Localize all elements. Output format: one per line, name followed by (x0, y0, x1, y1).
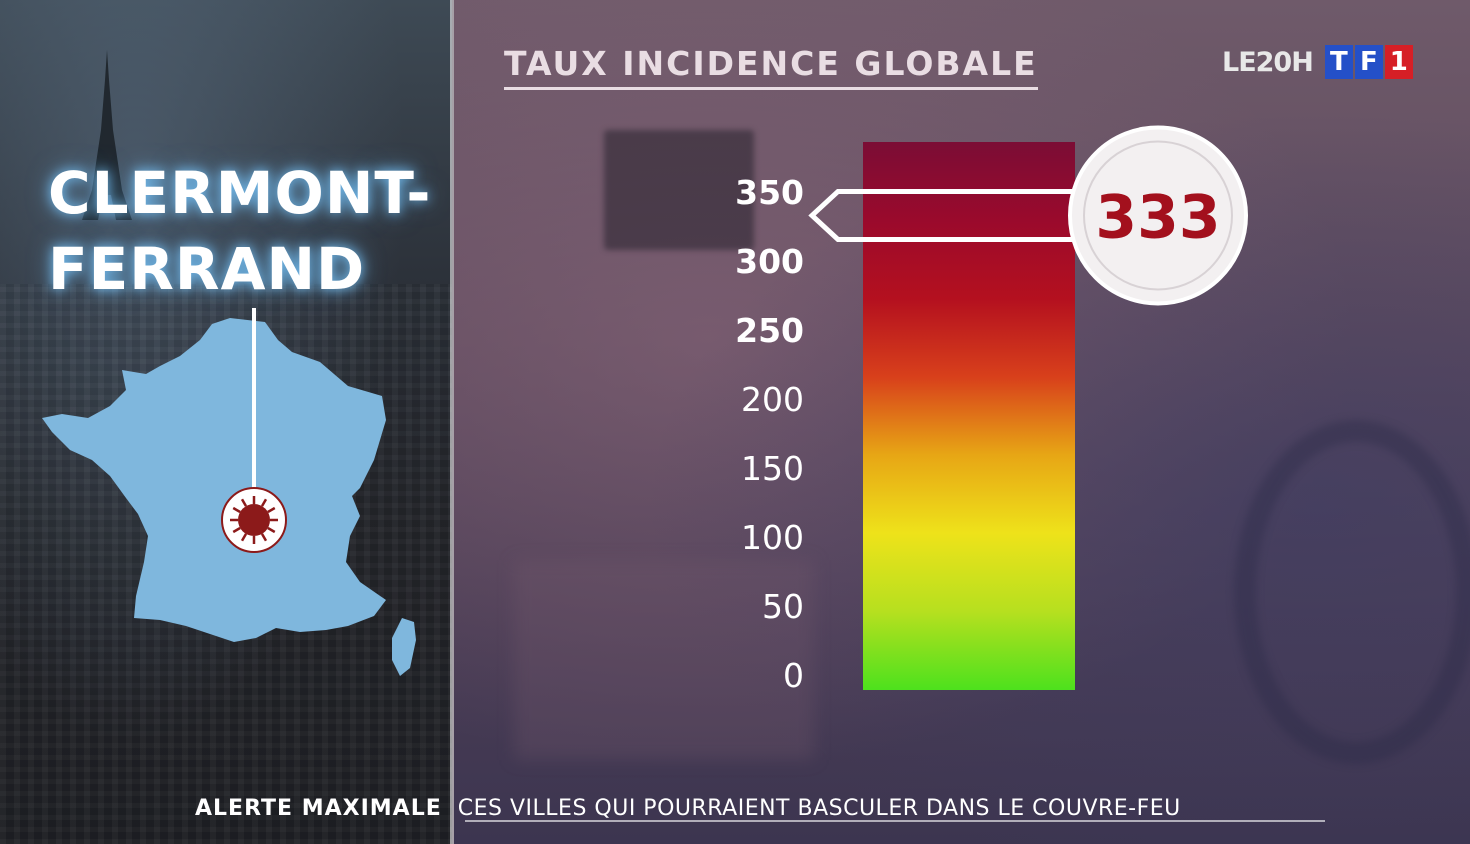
y-tick-label: 200 (741, 380, 804, 419)
y-tick-label: 0 (783, 656, 804, 695)
virus-icon (221, 487, 287, 553)
city-name-line-1: CLERMONT- (48, 159, 432, 227)
city-name-line-2: FERRAND (48, 235, 366, 303)
chart-title: TAUX INCIDENCE GLOBALE (504, 44, 1038, 90)
channel-logo: LE20H T F 1 (1222, 44, 1413, 80)
city-name: CLERMONT- FERRAND (48, 155, 448, 307)
france-map (42, 308, 416, 676)
eiffel-tower-icon (82, 50, 132, 220)
value-callout: 333 (808, 125, 1248, 306)
panel-divider (450, 0, 454, 844)
value-pointer-arrow (808, 188, 1103, 242)
y-tick-label: 50 (762, 587, 804, 626)
ticker-underline (465, 820, 1325, 822)
bar (863, 142, 1075, 690)
y-tick-label: 250 (735, 311, 804, 350)
logo-letter: T (1324, 45, 1353, 79)
y-axis: 0 50 100 150 200 250 300 350 (735, 173, 804, 695)
program-logo-text: LE20H (1222, 46, 1314, 78)
ticker-headline: CES VILLES QUI POURRAIENT BASCULER DANS … (457, 795, 1181, 821)
incidence-gauge-chart: 0 50 100 150 200 250 300 350 333 (735, 125, 1248, 695)
logo-letter: F (1354, 45, 1383, 79)
news-ticker: ALERTE MAXIMALE CES VILLES QUI POURRAIEN… (195, 790, 1181, 826)
ticker-label: ALERTE MAXIMALE (195, 795, 442, 821)
logo-letter: 1 (1384, 45, 1413, 79)
value-bubble-inner (1083, 140, 1233, 291)
y-tick-label: 350 (735, 173, 804, 212)
y-tick-label: 100 (741, 518, 804, 557)
corsica-shape (392, 618, 416, 676)
background-blur-shape (514, 560, 814, 760)
value-bubble (1068, 125, 1248, 306)
y-tick-label: 300 (735, 242, 804, 281)
background-blur-shape (604, 130, 754, 250)
france-mainland-shape (42, 318, 386, 642)
y-tick-label: 150 (741, 449, 804, 488)
tf1-logo: T F 1 (1323, 45, 1413, 79)
value-label: 333 (1095, 182, 1220, 252)
